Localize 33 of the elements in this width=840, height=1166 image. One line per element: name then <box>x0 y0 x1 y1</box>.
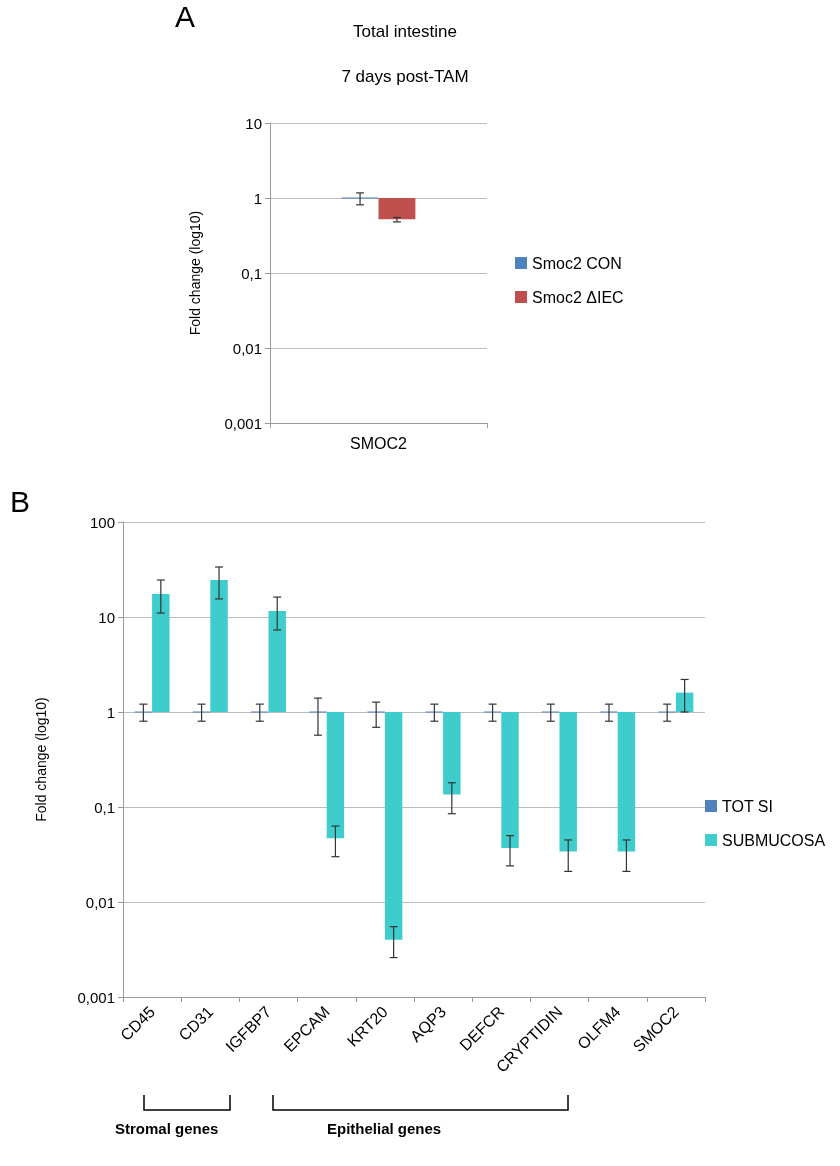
bar <box>326 712 345 839</box>
y-tick-label: 0,1 <box>241 264 262 282</box>
bar <box>501 712 519 849</box>
text: Stromal genes <box>115 1120 219 1137</box>
legend-label: Smoc2 ΔIEC <box>532 288 624 306</box>
bar <box>384 712 403 940</box>
bar <box>617 712 636 852</box>
bar <box>210 580 228 712</box>
chart-subtitle: 7 days post-TAM <box>341 67 469 86</box>
y-tick-label: 10 <box>245 114 262 132</box>
y-tick-label: 0,1 <box>94 798 115 816</box>
text: B <box>10 485 31 519</box>
y-tick-label: 0,001 <box>224 414 262 432</box>
x-tick-label: SMOC2 <box>350 434 408 452</box>
bar <box>443 712 461 795</box>
y-tick-label: 0,01 <box>85 893 115 911</box>
bar <box>559 712 577 852</box>
y-tick-label: 0,001 <box>77 988 115 1006</box>
y-tick-label: 0,01 <box>232 339 262 357</box>
y-tick-label: 100 <box>89 513 115 531</box>
text: Epithelial genes <box>327 1120 442 1137</box>
legend-label: SUBMUCOSA <box>722 831 826 849</box>
y-tick-label: 1 <box>253 189 262 207</box>
bar <box>268 610 286 712</box>
y-tick-label: 1 <box>106 703 115 721</box>
y-axis-title: Fold change (log10) <box>187 210 203 336</box>
text: A <box>175 0 196 34</box>
chart-title: Total intestine <box>353 22 457 41</box>
bar <box>152 593 170 712</box>
legend-label: TOT SI <box>722 797 773 815</box>
y-axis-title: Fold change (log10) <box>33 697 49 822</box>
y-tick-label: 10 <box>98 608 115 626</box>
legend-label: Smoc2 CON <box>532 254 622 272</box>
